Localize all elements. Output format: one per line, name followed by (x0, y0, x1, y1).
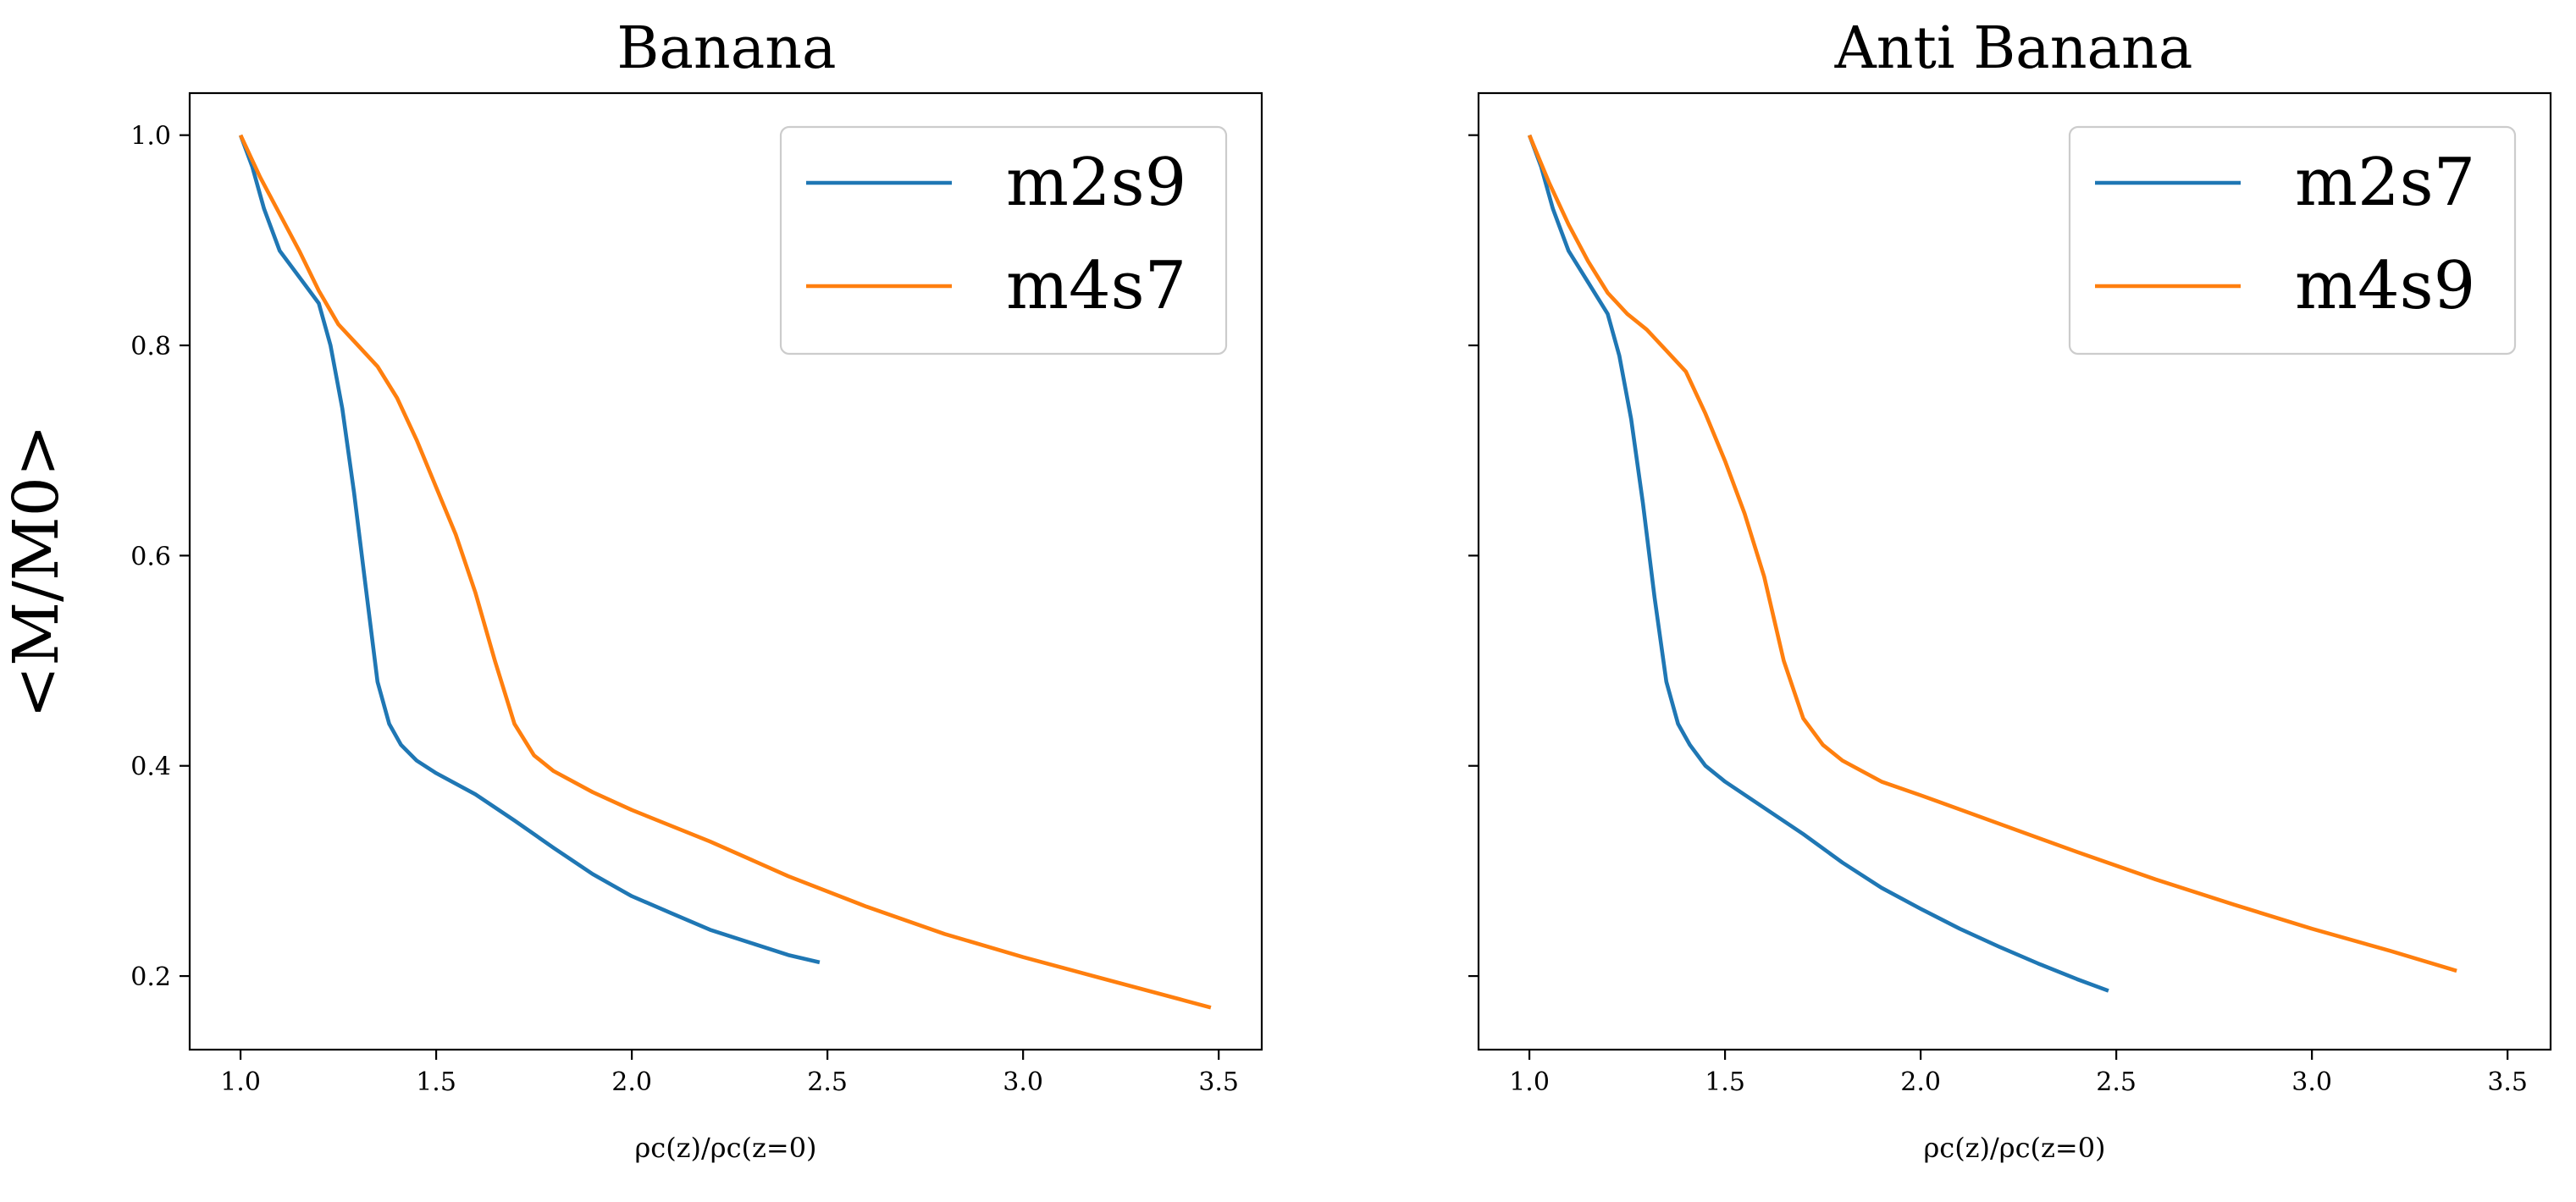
series-line-m4s7 (239, 134, 1212, 1010)
y-axis-label: <M/M0> (0, 424, 73, 719)
axis-ticks: 1.0 1.5 2.0 2.5 3.0 3.5 (1468, 134, 2528, 1097)
y-tick-label: 1.0 (130, 122, 171, 152)
x-tick-label: 1.0 (220, 1067, 261, 1097)
panel-anti-banana: Anti Banana 1.0 1.5 2.0 2.5 3.0 3.5 ρc(z)/ρc(… (1468, 15, 2552, 1164)
x-axis-label: ρc(z)/ρc(z=0) (634, 1132, 816, 1164)
x-tick-label: 2.0 (611, 1067, 652, 1097)
x-tick-label: 1.5 (416, 1067, 456, 1097)
legend-label: m2s9 (1006, 145, 1186, 221)
legend: m2s7 m4s9 (2068, 125, 2517, 356)
x-tick-label: 3.0 (1003, 1067, 1043, 1097)
legend-label: m4s9 (2295, 248, 2475, 324)
x-tick-label: 2.5 (807, 1067, 848, 1097)
x-tick-label: 3.5 (2487, 1067, 2528, 1097)
x-tick-label: 1.0 (1509, 1067, 1550, 1097)
y-tick-label: 0.8 (130, 332, 171, 361)
plot-area (238, 134, 1212, 1010)
y-tick-label: 0.2 (130, 962, 171, 992)
x-tick-label: 1.5 (1705, 1067, 1745, 1097)
x-tick-label: 2.0 (1900, 1067, 1941, 1097)
plot-area (1527, 134, 2457, 993)
series-line-m4s9 (1527, 134, 2457, 973)
x-tick-label: 2.5 (2096, 1067, 2137, 1097)
x-tick-label: 3.5 (1198, 1067, 1239, 1097)
legend-label: m2s7 (2295, 145, 2475, 221)
axes-frame (1477, 91, 2552, 1051)
y-tick-label: 0.6 (130, 542, 171, 571)
y-tick-label: 0.4 (130, 753, 171, 782)
series-line-m2s9 (238, 134, 821, 965)
legend-label: m4s7 (1006, 248, 1186, 324)
series-line-m2s7 (1527, 134, 2109, 993)
panel-banana: Banana 1.0 1.5 2.0 2.5 3.0 3.50.20.40.60.81.0… (0, 15, 1263, 1164)
x-tick-label: 3.0 (2291, 1067, 2332, 1097)
panel-title: Banana (616, 15, 836, 82)
legend: m2s9 m4s7 (779, 125, 1228, 356)
axis-ticks: 1.0 1.5 2.0 2.5 3.0 3.5 0.2 0.4 0.6 0.8 1.0 (130, 122, 1239, 1097)
x-axis-label: ρc(z)/ρc(z=0) (1923, 1132, 2105, 1164)
panel-title: Anti Banana (1834, 15, 2193, 82)
axes-frame (188, 91, 1263, 1051)
